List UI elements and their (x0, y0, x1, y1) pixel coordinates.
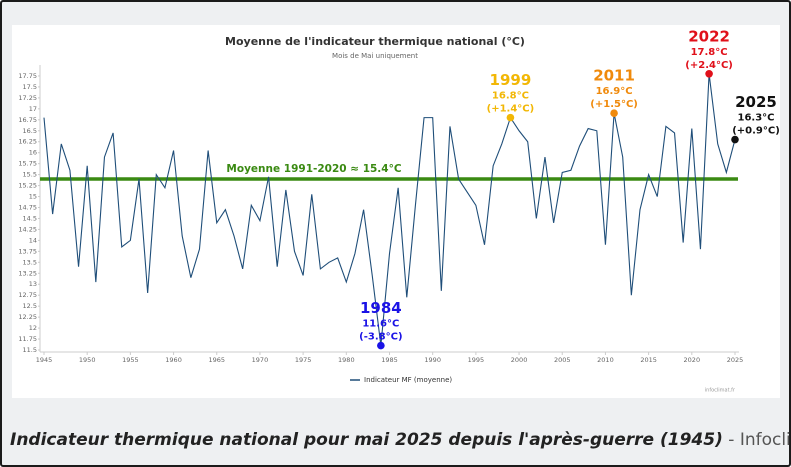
highlight-point (610, 109, 618, 118)
y-tick-label: 13 (29, 280, 37, 288)
x-tick-label: 1975 (295, 356, 312, 364)
y-tick-label: 12.25 (18, 313, 37, 321)
y-tick-label: 11.5 (23, 346, 37, 354)
chart: Moyenne de l'indicateur thermique nation… (18, 27, 780, 394)
highlight-value: 11.6°C (362, 319, 399, 330)
y-tick-label: 15.25 (18, 182, 37, 190)
x-tick-label: 1980 (338, 356, 355, 364)
y-tick-label: 14.75 (18, 204, 37, 212)
y-tick-label: 16.75 (18, 116, 37, 124)
y-tick-label: 14.25 (18, 225, 37, 233)
y-tick-label: 12.5 (23, 302, 37, 310)
y-tick-label: 13.75 (18, 247, 37, 255)
highlight-point (506, 113, 515, 122)
caption-title: Indicateur thermique national pour mai 2… (10, 430, 723, 450)
highlight-value: 17.8°C (691, 47, 728, 58)
highlight-year: 1984 (360, 299, 402, 317)
highlight-year: 2022 (688, 27, 730, 45)
y-tick-label: 17 (29, 105, 37, 113)
x-tick-label: 1970 (252, 356, 269, 364)
y-tick-label: 15.75 (18, 160, 37, 168)
y-tick-label: 17.75 (18, 72, 37, 80)
highlight-value: 16.8°C (492, 91, 529, 102)
x-tick-label: 1990 (424, 356, 441, 364)
highlight-point (377, 341, 385, 350)
x-tick-label: 1950 (79, 356, 96, 364)
x-tick-label: 2015 (640, 356, 657, 364)
caption-source: Infoclimat (739, 430, 791, 450)
average-label: Moyenne 1991-2020 ≈ 15.4°C (226, 163, 401, 175)
y-tick-label: 14.5 (23, 214, 37, 222)
y-tick-label: 13.5 (23, 258, 37, 266)
x-tick-label: 1955 (122, 356, 139, 364)
highlight-year: 2011 (593, 67, 635, 85)
highlight-year: 1999 (490, 71, 532, 89)
chart-title: Moyenne de l'indicateur thermique nation… (225, 35, 525, 48)
y-tick-label: 17.25 (18, 94, 37, 102)
y-tick-label: 17.5 (23, 83, 37, 91)
highlight-anomaly: (+1.5°C) (590, 99, 638, 110)
highlight-year: 2025 (735, 93, 777, 111)
highlight-anomaly: (+2.4°C) (685, 60, 733, 71)
data-line (43, 73, 736, 346)
x-tick-label: 2005 (554, 356, 571, 364)
x-tick-label: 2000 (511, 356, 528, 364)
watermark: infoclimat.fr (705, 388, 736, 394)
legend-label: Indicateur MF (moyenne) (364, 376, 452, 384)
y-tick-label: 16.5 (23, 127, 37, 135)
y-tick-label: 11.75 (18, 335, 37, 343)
highlight-anomaly: (+1.4°C) (487, 104, 535, 115)
y-tick-label: 13.25 (18, 269, 37, 277)
highlight-point (731, 135, 739, 144)
y-tick-label: 15.5 (23, 171, 37, 179)
x-tick-label: 2010 (597, 356, 614, 364)
x-tick-label: 2020 (684, 356, 701, 364)
highlight-point (705, 69, 713, 78)
highlight-value: 16.9°C (596, 86, 633, 97)
highlight-anomaly: (-3.8°C) (359, 332, 402, 343)
chart-subtitle: Mois de Mai uniquement (332, 52, 418, 60)
caption-separator: - (722, 430, 740, 450)
x-tick-label: 1960 (165, 356, 182, 364)
caption: Indicateur thermique national pour mai 2… (10, 430, 791, 450)
y-tick-label: 14 (29, 236, 37, 244)
y-tick-label: 12.75 (18, 291, 37, 299)
y-tick-label: 12 (29, 324, 37, 332)
highlight-value: 16.3°C (737, 113, 774, 124)
chart-card (12, 25, 780, 398)
x-tick-label: 2025 (727, 356, 744, 364)
x-tick-label: 1995 (468, 356, 485, 364)
x-tick-label: 1985 (381, 356, 398, 364)
y-tick-label: 16 (29, 149, 37, 157)
highlight-anomaly: (+0.9°C) (732, 126, 780, 137)
y-tick-label: 16.25 (18, 138, 37, 146)
x-tick-label: 1965 (208, 356, 225, 364)
x-tick-label: 1945 (36, 356, 53, 364)
y-tick-label: 15 (29, 193, 37, 201)
